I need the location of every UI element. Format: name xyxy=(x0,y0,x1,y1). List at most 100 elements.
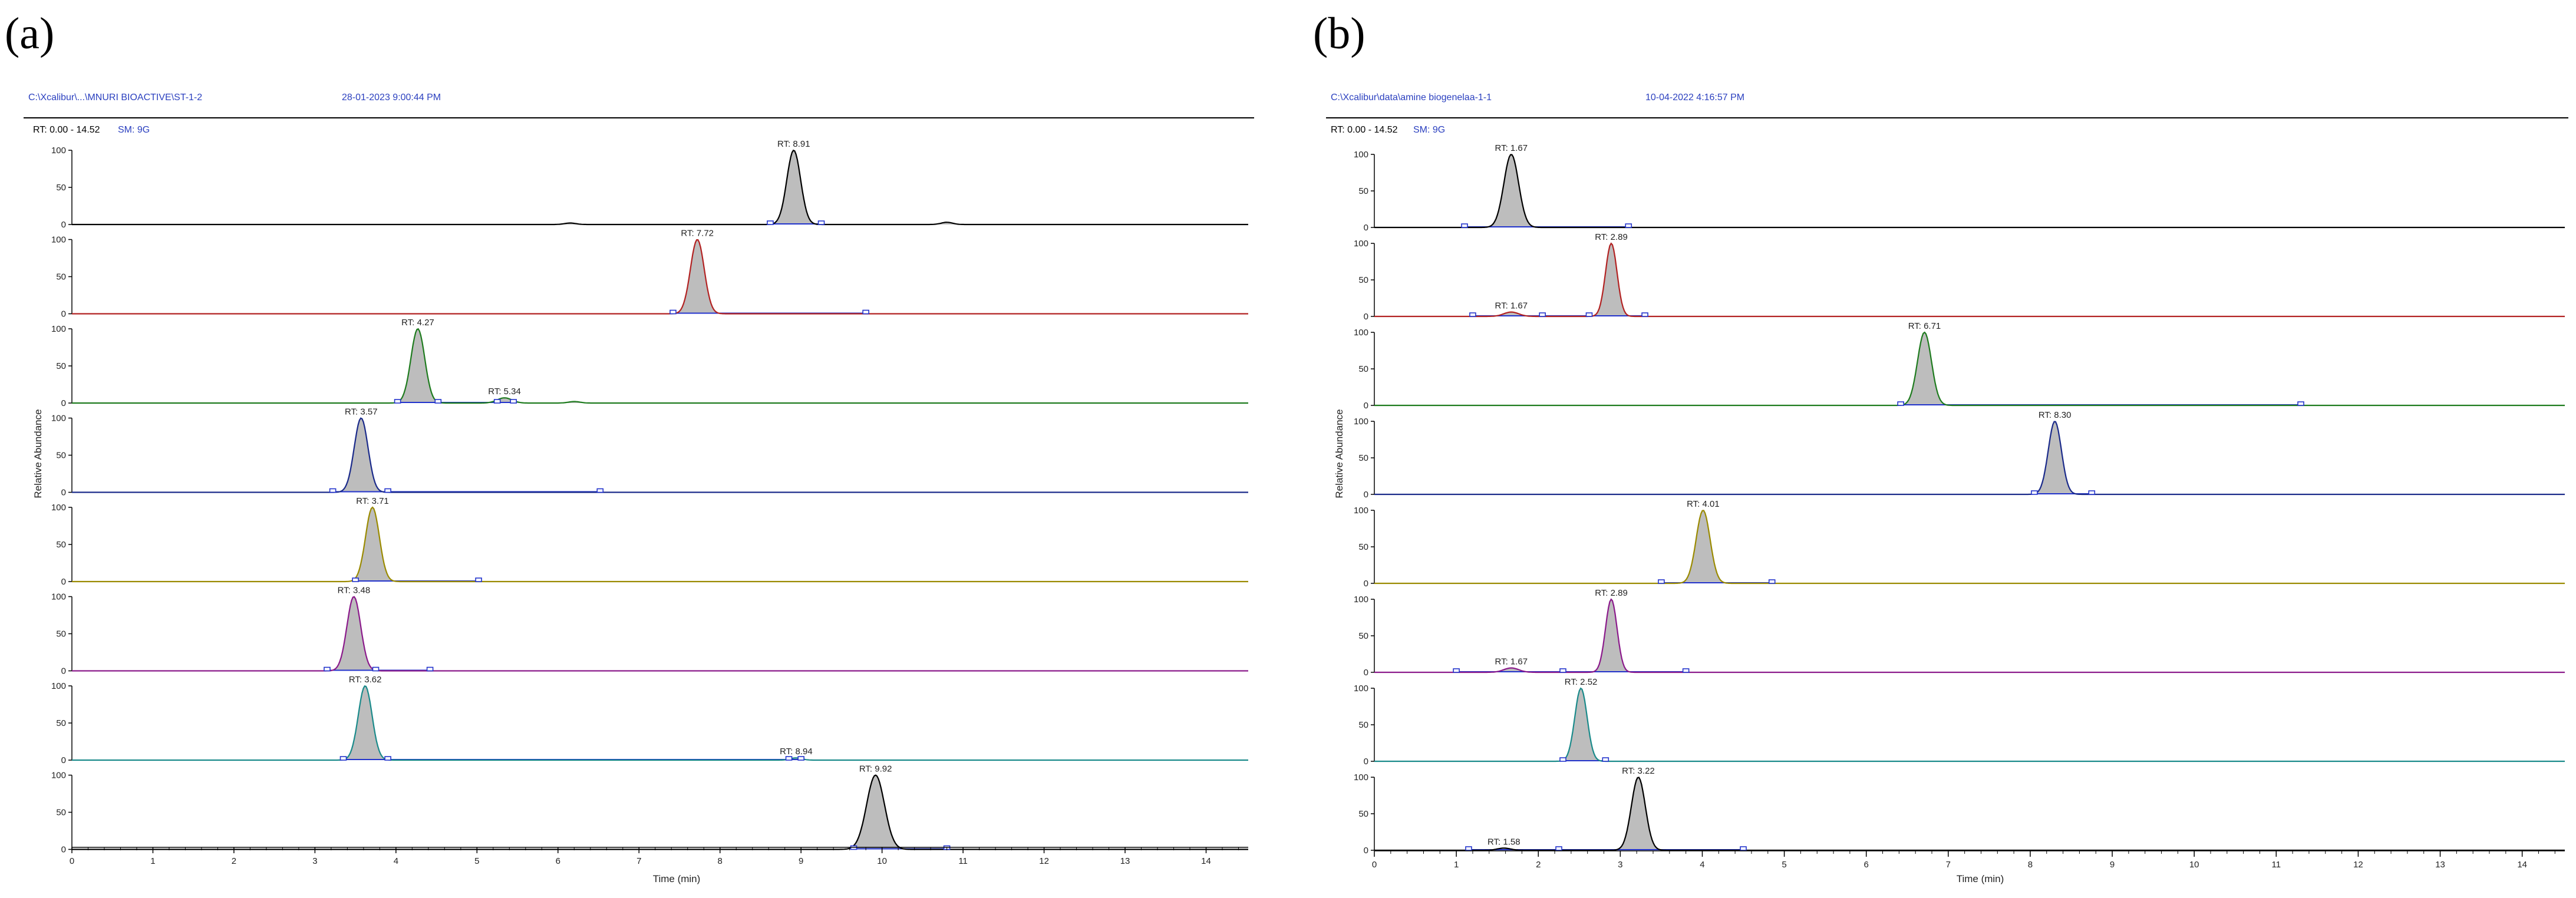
integration-marker xyxy=(2297,401,2304,406)
peak-area xyxy=(343,686,387,760)
panel-a-range-label: RT: 0.00 - 14.52 xyxy=(33,125,100,135)
x-tick-label: 0 xyxy=(1372,860,1377,870)
rt-label: RT: 8.94 xyxy=(780,747,813,757)
y-tick-label: 50 xyxy=(1358,275,1368,285)
y-tick-label: 100 xyxy=(1354,684,1368,694)
integration-marker xyxy=(669,309,677,315)
peak-area xyxy=(1902,332,1947,405)
panel-a-trace-7: 0 50 100 RT: 3.62 RT: 8.94 xyxy=(51,675,1248,765)
y-tick-label: 100 xyxy=(1354,772,1368,783)
integration-marker xyxy=(1469,312,1476,317)
x-tick-label: 12 xyxy=(2353,860,2363,870)
x-tick-label: 7 xyxy=(636,856,641,866)
y-tick-label: 50 xyxy=(56,183,66,193)
panel-b-trace-7: 0 50 100 RT: 2.52 xyxy=(1354,677,2565,767)
panel-a-trace-2: 0 50 100 RT: 7.72 xyxy=(51,229,1248,319)
y-tick-label: 100 xyxy=(51,324,66,334)
peak-area xyxy=(2034,421,2076,494)
panel-a-x-axis: 0 1 2 3 4 5 6 7 8 9 10 11 12 13 14 xyxy=(70,847,1248,866)
trace-line xyxy=(72,596,1248,672)
y-tick-label: 100 xyxy=(1354,328,1368,338)
trace-line xyxy=(72,417,1248,493)
y-tick-label: 100 xyxy=(51,414,66,424)
panel-b-xlabel: Time (min) xyxy=(1957,873,2004,884)
y-tick-label: 0 xyxy=(61,755,66,765)
x-tick-label: 10 xyxy=(877,856,887,866)
rt-label: RT: 3.71 xyxy=(356,496,389,506)
integration-marker xyxy=(1461,223,1468,228)
x-tick-label: 11 xyxy=(958,856,968,866)
x-tick-label: 5 xyxy=(474,856,479,866)
y-tick-label: 100 xyxy=(51,235,66,245)
panel-a-letter: (a) xyxy=(5,9,54,58)
panel-b-trace-5: 0 50 100 RT: 4.01 xyxy=(1354,499,2565,589)
integration-marker xyxy=(475,577,482,582)
rt-label: RT: 4.01 xyxy=(1687,499,1720,509)
integration-marker xyxy=(324,666,331,672)
peak-area xyxy=(675,239,720,314)
x-tick-label: 7 xyxy=(1946,860,1951,870)
x-tick-label: 0 xyxy=(70,856,74,866)
y-tick-label: 100 xyxy=(51,681,66,691)
integration-marker xyxy=(434,399,442,404)
peak-area xyxy=(847,775,904,850)
panel-a-header: (a) C:\Xcalibur\...\MNURI BIOACTIVE\ST-1… xyxy=(5,9,1254,884)
integration-marker xyxy=(384,756,391,761)
integration-marker xyxy=(1453,668,1460,673)
trace-line xyxy=(1374,598,2565,674)
y-tick-label: 50 xyxy=(1358,631,1368,641)
panel-b-trace-4: 0 50 100 RT: 8.30 xyxy=(1354,410,2565,500)
integration-marker xyxy=(352,577,359,582)
x-tick-label: 2 xyxy=(232,856,236,866)
rt-label: RT: 1.67 xyxy=(1495,301,1528,311)
peak-area xyxy=(1681,510,1726,583)
y-tick-label: 0 xyxy=(1364,757,1368,767)
trace-line xyxy=(1374,421,2565,496)
y-tick-label: 100 xyxy=(1354,506,1368,516)
panel-b-trace-3: 0 50 100 RT: 6.71 xyxy=(1354,321,2565,411)
y-tick-label: 100 xyxy=(1354,150,1368,160)
peak-area xyxy=(1592,599,1630,672)
panel-b-trace-6: 0 50 100 RT: 2.89 RT: 1.67 xyxy=(1354,588,2565,678)
rt-label: RT: 3.48 xyxy=(338,586,371,596)
x-tick-label: 4 xyxy=(394,856,398,866)
panel-a-trace-8: 0 50 100 RT: 9.92 xyxy=(51,764,1248,855)
x-tick-label: 12 xyxy=(1039,856,1049,866)
y-tick-label: 0 xyxy=(1364,579,1368,589)
integration-marker xyxy=(384,488,391,493)
integration-marker xyxy=(1641,312,1648,317)
integration-marker xyxy=(1539,312,1546,317)
panel-b-range-label: RT: 0.00 - 14.52 xyxy=(1331,125,1398,135)
y-tick-label: 50 xyxy=(56,451,66,461)
peak-area xyxy=(332,596,376,671)
y-tick-label: 0 xyxy=(61,398,66,408)
y-tick-label: 0 xyxy=(61,220,66,230)
trace-line xyxy=(72,149,1248,226)
peak-area xyxy=(395,329,440,403)
panel-b-letter: (b) xyxy=(1313,9,1365,58)
integration-marker xyxy=(1555,846,1562,851)
rt-label: RT: 5.34 xyxy=(488,387,521,397)
x-tick-label: 1 xyxy=(150,856,155,866)
peak-area xyxy=(1592,243,1630,316)
trace-line xyxy=(1374,777,2565,851)
x-tick-label: 2 xyxy=(1536,860,1541,870)
integration-marker xyxy=(862,309,869,315)
panel-a-trace-1: 0 50 100 RT: 8.91 xyxy=(51,139,1248,230)
y-tick-label: 100 xyxy=(1354,239,1368,249)
y-tick-label: 50 xyxy=(56,540,66,550)
x-tick-label: 8 xyxy=(2028,860,2033,870)
y-tick-label: 0 xyxy=(1364,846,1368,856)
integration-marker xyxy=(1465,846,1472,851)
rt-label: RT: 6.71 xyxy=(1908,321,1941,331)
y-tick-label: 50 xyxy=(56,808,66,818)
panel-a-ylabel: Relative Abundance xyxy=(32,409,44,498)
integration-marker xyxy=(817,220,825,225)
y-tick-label: 100 xyxy=(1354,595,1368,605)
y-tick-label: 0 xyxy=(61,309,66,319)
rt-label: RT: 8.30 xyxy=(2039,410,2072,420)
panel-b-trace-1: 0 50 100 RT: 1.67 xyxy=(1354,143,2565,233)
x-tick-label: 13 xyxy=(2435,860,2445,870)
x-tick-label: 8 xyxy=(718,856,723,866)
